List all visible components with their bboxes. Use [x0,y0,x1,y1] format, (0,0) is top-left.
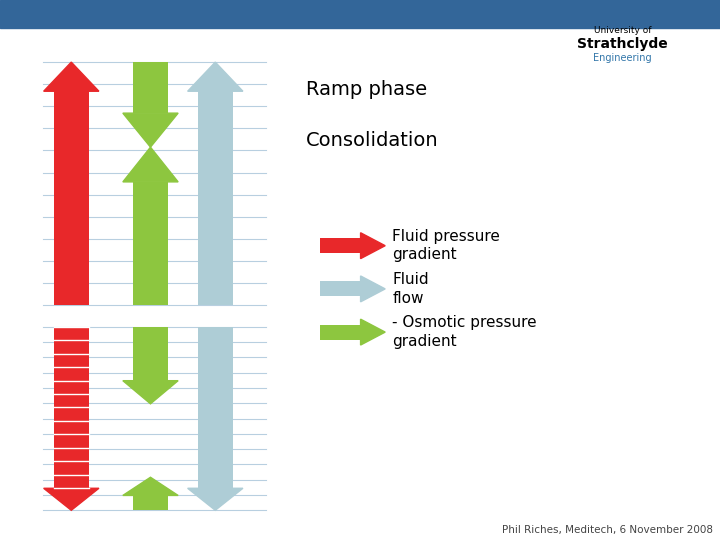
Polygon shape [123,381,178,404]
Polygon shape [44,62,99,91]
Bar [54,91,89,305]
Bar [320,238,361,253]
Polygon shape [123,477,178,495]
Bar [133,182,168,305]
Bar [54,327,89,488]
Polygon shape [123,113,178,147]
Text: Ramp phase: Ramp phase [306,79,427,99]
Bar [320,281,361,296]
Polygon shape [188,488,243,510]
Bar [133,327,168,381]
Polygon shape [44,488,99,510]
Bar [0,0,720,28]
Bar [133,495,168,510]
Bar [133,62,168,113]
Polygon shape [123,147,178,182]
Text: Consolidation: Consolidation [306,131,438,150]
Text: - Osmotic pressure
gradient: - Osmotic pressure gradient [392,315,537,349]
Text: University of: University of [594,26,652,35]
Bar [320,325,361,340]
Text: Fluid
flow: Fluid flow [392,272,429,306]
Polygon shape [361,276,385,302]
Bar [198,91,233,305]
Text: Strathclyde: Strathclyde [577,37,668,51]
Polygon shape [361,319,385,345]
Text: Phil Riches, Meditech, 6 November 2008: Phil Riches, Meditech, 6 November 2008 [502,524,713,535]
Polygon shape [188,62,243,91]
Bar [198,327,233,488]
Polygon shape [361,233,385,259]
Text: Fluid pressure
gradient: Fluid pressure gradient [392,229,500,262]
Text: Engineering: Engineering [593,53,652,63]
